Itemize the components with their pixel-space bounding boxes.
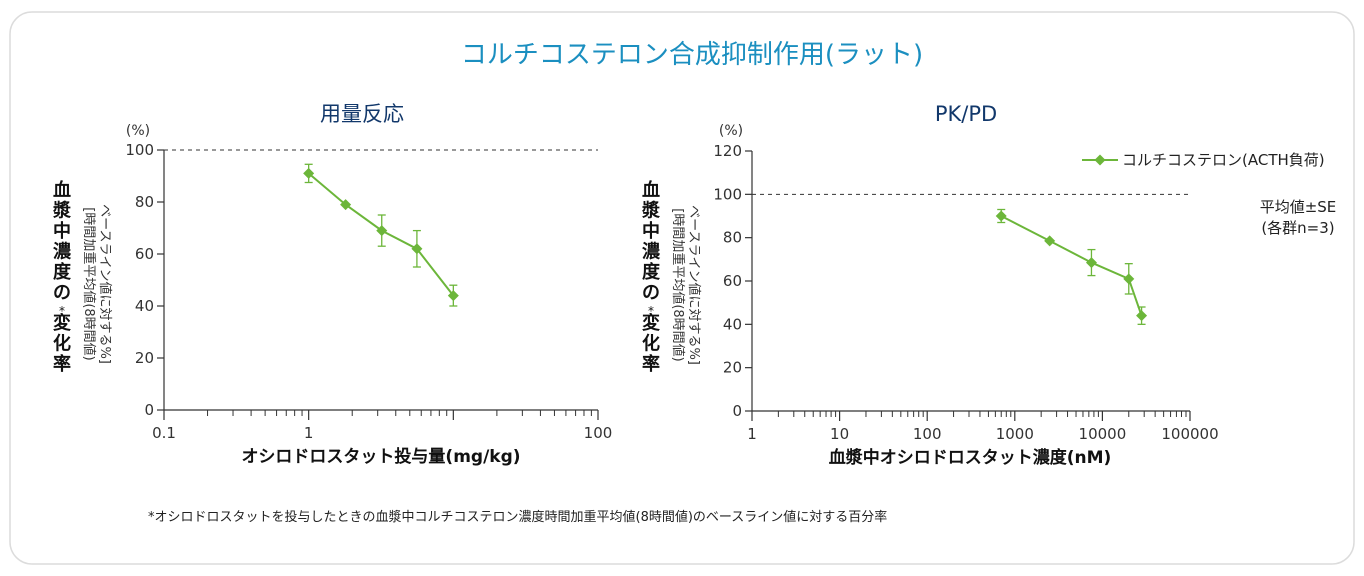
y-label-char: の [53, 283, 71, 304]
x-tick-label: 10 [830, 425, 849, 443]
y-tick-label: 60 [723, 272, 742, 290]
card-border [9, 11, 1355, 565]
chart-dose-response: 用量反応 (%) 0 20 40 60 80 100 0.1 1 100 オシロドロスタット投与量(m… [52, 102, 612, 467]
data-point-marker [1123, 273, 1135, 285]
x-tick-label: 1000 [996, 425, 1034, 443]
y-label-char: 変 [53, 312, 71, 334]
y-label-char: 率 [642, 353, 660, 375]
y-label-char: 中 [642, 220, 660, 242]
data-point-marker [303, 167, 315, 179]
y-axis-sublabel-1: [時間加重平均値(8時間値) [81, 207, 97, 361]
y-tick-label: 20 [723, 359, 742, 377]
x-tick-label: 10000 [1079, 425, 1127, 443]
data-point-marker [1044, 235, 1056, 247]
y-label-char: 濃 [642, 241, 661, 263]
y-label-char: 率 [53, 353, 71, 375]
data-point-marker [340, 199, 352, 211]
y-axis-sublabel-2: ベースライン値に対する%] [686, 205, 702, 365]
x-tick-label: 100000 [1161, 425, 1218, 443]
y-label-char: 化 [53, 333, 71, 355]
y-label-char: 中 [53, 220, 71, 242]
y-tick-label: 100 [713, 185, 742, 203]
y-label-char: 変 [642, 312, 660, 334]
y-label-char: 度 [53, 261, 72, 283]
data-point-marker [1085, 257, 1097, 269]
y-tick-label: 100 [125, 141, 154, 159]
y-label-char: 漿 [641, 200, 660, 222]
chart-title: PK/PD [935, 102, 997, 126]
figure-title: コルチコステロン合成抑制作用(ラット) [461, 40, 923, 70]
y-label-char: 血 [53, 179, 71, 201]
y-tick-label: 80 [723, 229, 742, 247]
y-label-char: の [642, 283, 660, 304]
y-axis-sublabel-1: [時間加重平均値(8時間値) [670, 208, 686, 362]
x-axis-label: オシロドロスタット投与量(mg/kg) [241, 446, 520, 467]
y-tick-label: 120 [713, 142, 742, 160]
y-axis-sublabel-2: ベースライン値に対する%] [97, 204, 113, 364]
x-axis-label: 血漿中オシロドロスタット濃度(nM) [829, 447, 1112, 468]
legend-label: コルチコステロン(ACTH負荷) [1122, 151, 1325, 169]
y-tick-label: 40 [135, 297, 154, 315]
data-point-marker [376, 225, 388, 237]
y-tick-label: 40 [723, 315, 742, 333]
y-label-star: * [648, 304, 654, 318]
y-label-char: 度 [642, 261, 661, 283]
x-tick-label: 100 [913, 425, 942, 443]
y-unit-label: (%) [719, 123, 743, 139]
annotation-text: (各群n=3) [1261, 219, 1334, 237]
y-tick-label: 20 [135, 349, 154, 367]
y-tick-label: 60 [135, 245, 154, 263]
y-tick-label: 0 [732, 402, 742, 420]
y-label-char: 濃 [53, 241, 72, 263]
data-point-marker [995, 210, 1007, 222]
y-label-char: 漿 [52, 200, 71, 222]
y-label-char: 化 [642, 333, 660, 355]
y-tick-label: 0 [144, 401, 154, 419]
x-tick-label: 0.1 [152, 424, 176, 442]
y-tick-label: 80 [135, 193, 154, 211]
data-point-marker [447, 290, 459, 302]
annotation-text: 平均値±SE [1260, 198, 1337, 216]
y-label-char: 血 [642, 179, 660, 201]
x-tick-label: 100 [584, 424, 613, 442]
data-point-marker [411, 243, 423, 255]
y-label-star: * [59, 304, 65, 318]
x-tick-label: 1 [747, 425, 757, 443]
x-tick-label: 1 [304, 424, 314, 442]
y-unit-label: (%) [126, 123, 150, 139]
data-point-marker [1136, 310, 1148, 322]
footnote: *オシロドロスタットを投与したときの血漿中コルチコステロン濃度時間加重平均値(8… [148, 509, 887, 525]
chart-title: 用量反応 [320, 102, 404, 126]
legend-marker [1094, 154, 1106, 166]
